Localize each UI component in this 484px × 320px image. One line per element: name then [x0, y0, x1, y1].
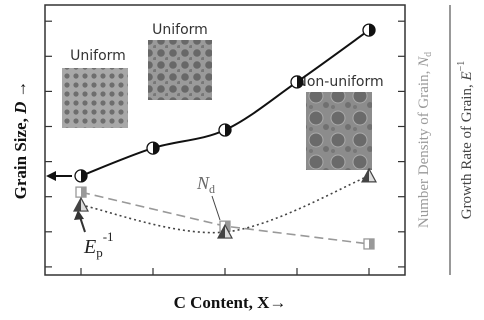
ep-label: Ep-1: [83, 229, 114, 260]
micrograph: [148, 40, 212, 100]
marker-half: [369, 239, 374, 249]
y3-axis-label: Growth Rate of Grain, E−1: [456, 61, 475, 220]
arrow: [212, 196, 220, 220]
image-label: Uniform: [70, 48, 126, 64]
x-axis-label: C Content, X→: [174, 293, 287, 312]
image-label: Non-uniform: [296, 74, 383, 90]
chart: Uniform Uniform Non-uniform Grain Size, …: [0, 0, 484, 320]
marker-half: [81, 187, 86, 197]
micrograph: [62, 68, 128, 128]
micrograph: [306, 92, 372, 170]
y-axis-label: Grain Size, D→: [11, 81, 30, 200]
image-label: Uniform: [152, 22, 208, 38]
arrow-head: [46, 171, 56, 181]
nd-label: Nd: [196, 173, 215, 196]
y2-axis-label: Number Density of Grain, Nd: [416, 52, 434, 228]
